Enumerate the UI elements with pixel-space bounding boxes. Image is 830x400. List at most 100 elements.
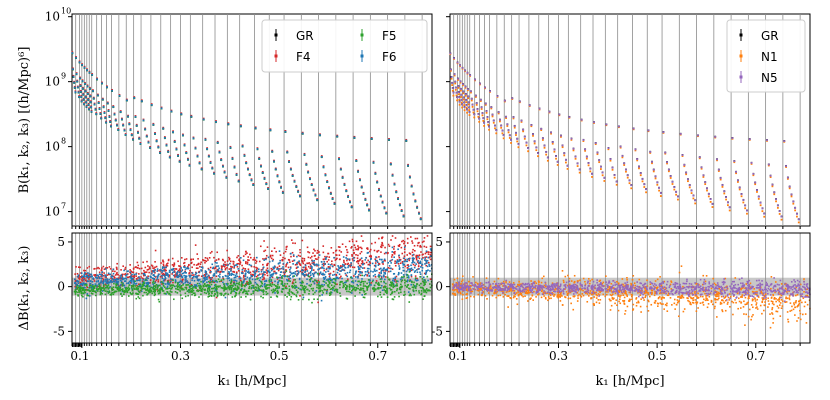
- residual-point-f6: [315, 271, 317, 274]
- residual-point-f6: [107, 272, 110, 275]
- data-point-n1: [450, 69, 452, 72]
- residual-point-f6: [311, 266, 313, 268]
- residual-point-f5: [406, 274, 409, 276]
- data-point-n1: [532, 134, 534, 137]
- residual-point-f5: [137, 285, 139, 288]
- data-point-n5: [568, 116, 571, 118]
- residual-point-f6: [317, 273, 320, 276]
- residual-point-f4: [126, 273, 129, 275]
- residual-point-f4: [403, 255, 406, 257]
- residual-point-f6: [301, 272, 304, 275]
- residual-point-f6: [161, 281, 164, 284]
- residual-point-f4: [428, 251, 430, 254]
- residual-point-f5: [332, 278, 335, 280]
- residual-point-f5: [179, 294, 182, 296]
- data-point-n1: [645, 191, 647, 194]
- residual-point-f5: [302, 286, 304, 288]
- data-point-f6: [329, 192, 332, 195]
- data-point-n5: [587, 162, 590, 164]
- residual-point-f6: [166, 273, 168, 276]
- residual-point-f6: [368, 260, 371, 263]
- residual-point-f6: [200, 270, 203, 272]
- residual-point-f6: [359, 281, 362, 284]
- data-point-f6: [79, 84, 82, 87]
- residual-point-f5: [132, 285, 135, 288]
- residual-point-f5: [288, 288, 291, 290]
- residual-point-f6: [390, 262, 392, 264]
- residual-point-f5: [408, 280, 411, 282]
- residual-point-f4: [162, 259, 164, 262]
- residual-point-f6: [354, 280, 357, 282]
- residual-point-f5: [167, 280, 169, 283]
- residual-point-f6: [212, 275, 215, 277]
- residual-point-f4: [358, 246, 360, 249]
- data-point-n1: [490, 107, 493, 110]
- legend-marker-n5: [739, 75, 743, 79]
- residual-point-f6: [309, 274, 312, 276]
- residual-point-f4: [369, 254, 372, 257]
- residual-point-f6: [226, 284, 229, 286]
- legend-label-n1: N1: [761, 50, 778, 64]
- data-point-n1: [530, 125, 533, 128]
- residual-point-f5: [158, 284, 161, 287]
- data-point-f6: [345, 189, 348, 192]
- residual-point-f5: [201, 287, 204, 290]
- data-point-n5: [790, 193, 793, 196]
- data-point-n1: [763, 215, 766, 218]
- residual-point-f4: [191, 274, 193, 276]
- ytick-exponent: 7: [61, 202, 66, 211]
- data-point-n5: [543, 144, 546, 147]
- residual-point-f5: [224, 288, 227, 291]
- panel-top-right-frame: [449, 13, 811, 227]
- residual-point-f5: [412, 283, 415, 286]
- residual-point-f6: [217, 265, 220, 267]
- residual-point-f4: [174, 276, 176, 278]
- residual-point-f6: [367, 270, 369, 272]
- residual-point-f4: [346, 251, 349, 254]
- residual-point-f4: [409, 253, 412, 255]
- residual-point-f5: [176, 292, 179, 294]
- residual-point-f4: [369, 262, 372, 264]
- data-point-n1: [775, 200, 777, 203]
- data-point-f6: [261, 171, 264, 174]
- residual-point-f6: [204, 271, 207, 274]
- residual-point-f6: [184, 271, 186, 273]
- residual-point-f6: [111, 275, 114, 278]
- residual-point-f6: [89, 280, 92, 282]
- data-point-f6: [106, 102, 109, 105]
- residual-point-f6: [328, 278, 331, 281]
- residual-point-f4: [155, 265, 158, 268]
- residual-point-f6: [130, 280, 133, 282]
- residual-point-f6: [324, 277, 326, 279]
- legend-label-n5: N5: [761, 71, 778, 85]
- residual-point-f5: [255, 287, 258, 289]
- residual-point-f5: [230, 281, 233, 283]
- residual-point-f6: [346, 275, 349, 278]
- residual-point-f6: [412, 260, 414, 263]
- data-point-n1: [459, 81, 462, 84]
- residual-point-f4: [382, 263, 384, 265]
- residual-point-f6: [183, 266, 185, 268]
- residual-point-f5: [231, 284, 233, 287]
- data-point-n5: [673, 186, 676, 188]
- residual-point-f5: [411, 280, 413, 283]
- data-point-n5: [479, 82, 481, 85]
- data-point-f6: [252, 183, 255, 186]
- residual-point-f6: [158, 273, 160, 276]
- residual-point-f4: [193, 263, 195, 266]
- residual-point-f4: [285, 265, 287, 268]
- data-point-f6: [149, 146, 152, 149]
- residual-point-f6: [329, 278, 331, 280]
- residual-point-f6: [201, 267, 204, 269]
- residual-point-f5: [365, 292, 367, 295]
- residual-point-f5: [284, 294, 286, 296]
- residual-point-f6: [380, 259, 383, 261]
- residual-point-f5: [173, 285, 176, 288]
- residual-point-f5: [203, 288, 205, 291]
- residual-point-f6: [267, 269, 269, 272]
- residual-point-f4: [351, 240, 354, 243]
- residual-point-f4: [420, 251, 422, 253]
- data-point-f6: [177, 154, 179, 157]
- residual-point-f6: [403, 257, 406, 260]
